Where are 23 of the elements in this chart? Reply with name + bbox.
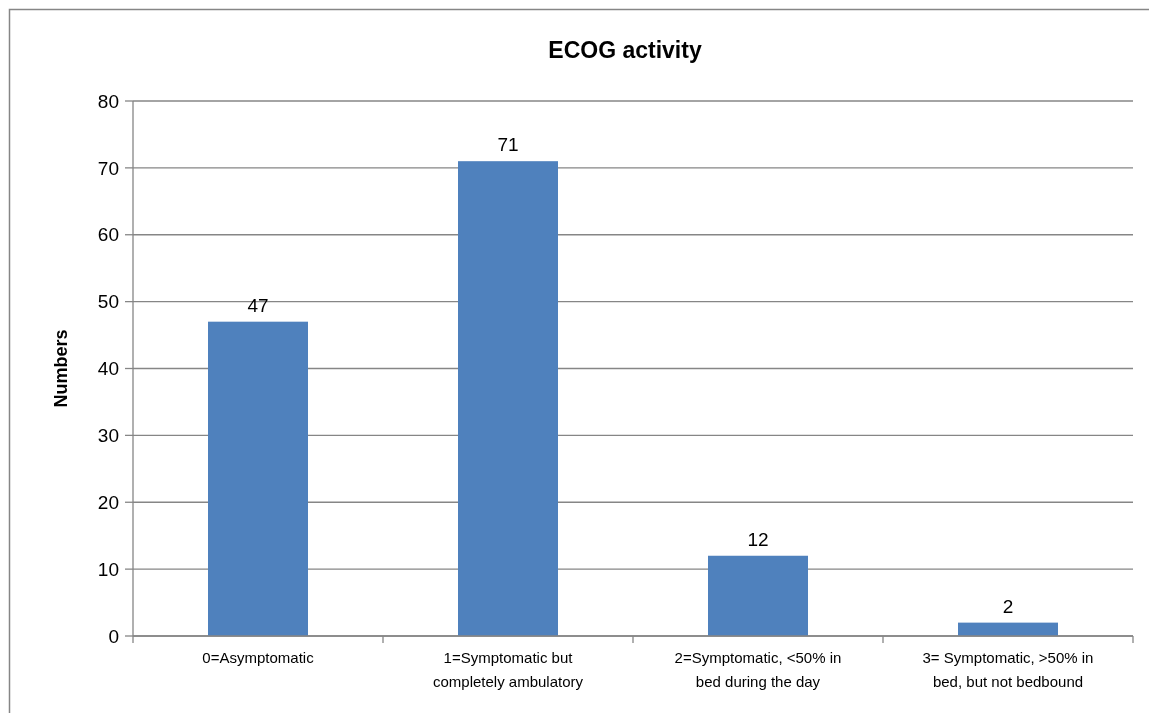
x-tick-label: 0=Asymptomatic (202, 649, 315, 666)
data-label: 47 (247, 294, 269, 316)
y-tick-label: 0 (108, 625, 119, 647)
y-tick-label: 70 (97, 157, 119, 179)
data-label: 12 (747, 528, 769, 550)
data-label: 71 (497, 134, 519, 156)
y-tick-label: 80 (97, 90, 119, 112)
y-tick-label: 50 (97, 291, 119, 313)
bar (458, 161, 558, 636)
x-tick-label: 3= Symptomatic, >50% in bed, but not bedbound (922, 649, 1094, 690)
x-tick-label: 2=Symptomatic, <50% in bed during the day (674, 649, 842, 690)
chart-title: ECOG activity (548, 37, 702, 63)
y-tick-label: 40 (97, 358, 119, 380)
bar (208, 321, 308, 636)
data-label: 2 (1002, 595, 1014, 617)
y-axis-title: Numbers (51, 329, 71, 408)
bar (708, 555, 808, 636)
y-tick-label: 30 (97, 425, 119, 447)
y-tick-label: 10 (97, 558, 119, 580)
y-tick-label: 20 (97, 491, 119, 513)
y-tick-label: 60 (97, 224, 119, 246)
x-tick-label: 1=Symptomatic but completely ambulatory (432, 649, 584, 690)
bar (958, 622, 1058, 636)
